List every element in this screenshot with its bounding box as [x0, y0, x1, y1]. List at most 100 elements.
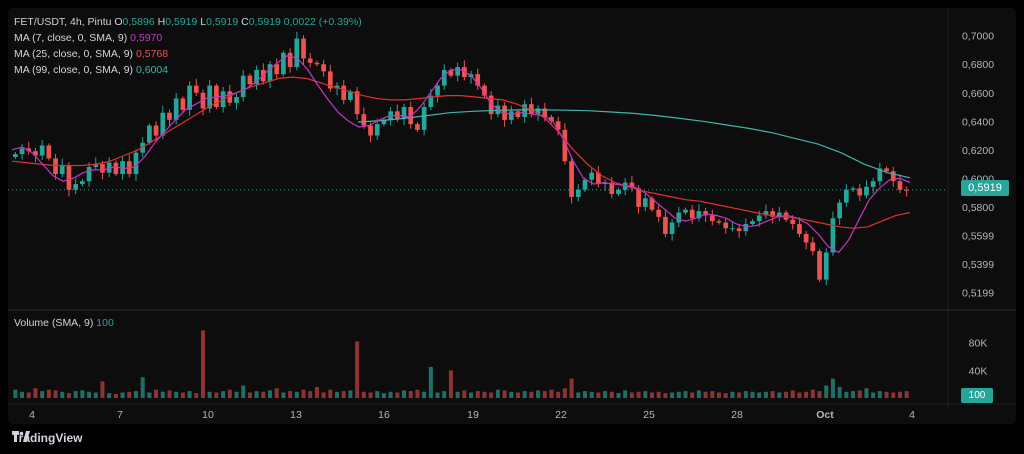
candle-body: [884, 168, 889, 172]
candlestick-chart[interactable]: 0,70000,68000,66000,64000,62000,60000,58…: [8, 8, 1016, 424]
volume-bar: [355, 341, 360, 398]
volume-bar: [623, 390, 628, 398]
close-value: 0,5919: [248, 16, 281, 28]
logo-text: TradingView: [12, 431, 83, 445]
volume-bar: [20, 391, 25, 398]
volume-bar: [676, 391, 681, 398]
volume-bar: [93, 392, 98, 398]
candle-body: [401, 107, 407, 119]
low-value: 0,5919: [206, 16, 239, 28]
candle-body: [730, 228, 735, 230]
volume-bar: [66, 393, 71, 398]
candle-body: [864, 186, 869, 196]
ma25-label: MA (25, close, 0, SMA, 9): [14, 48, 134, 60]
candle-body: [696, 211, 702, 219]
candle-body: [428, 95, 434, 108]
candle-body: [582, 179, 588, 190]
candle-body: [488, 95, 494, 115]
symbol-label: FET/USDT, 4h, Pintu: [14, 16, 112, 28]
candle-body: [736, 228, 742, 232]
candle-body: [314, 62, 320, 65]
volume-bar: [107, 393, 112, 398]
volume-bar: [294, 391, 299, 398]
volume-bar: [26, 392, 31, 398]
candle-body: [837, 202, 842, 219]
candle-body: [113, 162, 119, 175]
volume-bar: [174, 391, 179, 398]
volume-bar: [348, 390, 353, 398]
volume-bar: [877, 391, 882, 398]
legend-ma7-row[interactable]: MA (7, close, 0, SMA, 9) 0,5970: [14, 30, 362, 46]
open-label: O: [114, 16, 123, 28]
volume-bar: [475, 391, 480, 398]
candle-body: [448, 69, 454, 76]
volume-bar: [770, 391, 775, 398]
candle-body: [850, 188, 856, 190]
candle-body: [656, 209, 662, 217]
candle-body: [227, 91, 233, 103]
candle-body: [153, 125, 159, 136]
volume-bar: [281, 392, 286, 398]
ma99-label: MA (99, close, 0, SMA, 9): [14, 64, 134, 76]
volume-bar: [87, 391, 92, 398]
volume-label: Volume (SMA, 9): [14, 317, 94, 329]
volume-bar: [53, 390, 58, 398]
volume-tick-label: 40K: [969, 365, 988, 377]
volume-bar: [891, 392, 896, 398]
candle-body: [374, 124, 380, 136]
time-tick-label: Oct: [816, 409, 834, 421]
volume-bar: [100, 381, 105, 398]
candle-body: [562, 129, 568, 162]
candle-body: [13, 154, 18, 157]
candle-body: [877, 168, 883, 182]
price-tick-label: 0,7000: [962, 31, 994, 43]
time-tick-label: 19: [467, 409, 479, 421]
volume-bar: [341, 391, 346, 398]
candle-body: [53, 158, 58, 175]
volume-bar: [361, 391, 366, 398]
volume-bar: [442, 391, 447, 398]
tradingview-logo[interactable]: TradingView: [12, 431, 82, 445]
ma7-line: [11, 55, 911, 254]
ma7-label: MA (7, close, 0, SMA, 9): [14, 32, 128, 44]
candle-body: [817, 251, 822, 280]
candle-body: [26, 148, 32, 152]
candle-body: [334, 85, 340, 89]
candle-body: [19, 148, 25, 155]
volume-bar: [871, 392, 876, 398]
volume-bar: [448, 370, 453, 398]
volume-tick-label: 80K: [969, 338, 988, 350]
volume-bar: [60, 391, 65, 398]
volume-bar: [127, 391, 132, 398]
time-tick-label: 22: [555, 409, 567, 421]
volume-bar: [301, 389, 306, 398]
candle-body: [756, 215, 762, 222]
volume-bar: [864, 388, 869, 398]
candle-body: [663, 216, 668, 234]
candle-body: [790, 219, 796, 224]
candle-body: [254, 69, 259, 85]
time-tick-label: 25: [643, 409, 655, 421]
legend-ma99-row[interactable]: MA (99, close, 0, SMA, 9) 0,6004: [14, 62, 362, 78]
volume-bar: [194, 393, 199, 398]
candle-body: [776, 212, 782, 217]
volume-bar: [824, 385, 829, 398]
legend-ma25-row[interactable]: MA (25, close, 0, SMA, 9) 0,5768: [14, 46, 362, 62]
candle-body: [381, 119, 387, 125]
volume-bar: [515, 392, 520, 398]
volume-bar: [455, 391, 460, 398]
volume-bar: [596, 392, 601, 398]
candle-body: [575, 189, 581, 197]
chart-panel[interactable]: 0,70000,68000,66000,64000,62000,60000,58…: [8, 8, 1016, 424]
volume-bar: [160, 391, 165, 398]
volume-legend[interactable]: Volume (SMA, 9) 100: [14, 317, 114, 329]
volume-bar: [750, 391, 755, 398]
time-tick-label: 10: [202, 409, 214, 421]
candle-body: [616, 189, 621, 195]
volume-bar: [589, 391, 594, 398]
volume-bar: [683, 391, 688, 398]
volume-bar: [837, 386, 842, 398]
volume-bar: [790, 390, 795, 398]
candle-body: [529, 104, 534, 115]
candle-body: [287, 52, 293, 68]
